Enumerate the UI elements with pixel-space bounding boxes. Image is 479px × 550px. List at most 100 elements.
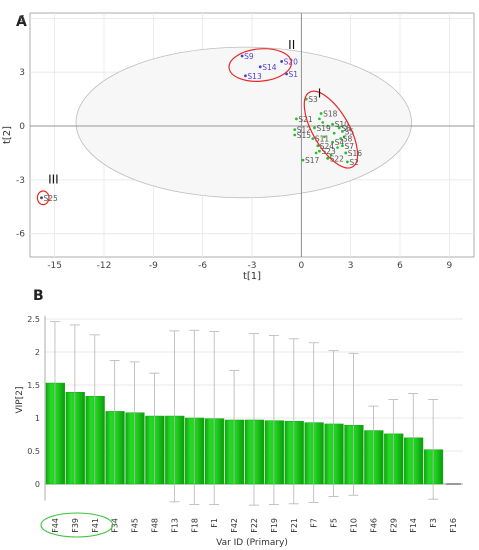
y-tick-label: 2.5 (27, 315, 40, 324)
x-tick-label: -15 (47, 261, 62, 271)
score-point (336, 146, 339, 149)
vip-bar (264, 420, 284, 485)
y-tick-label: 1.5 (27, 381, 40, 390)
y-tick-label: 0 (35, 480, 40, 489)
group-label: I (318, 86, 322, 100)
category-label: F48 (150, 518, 159, 533)
y-tick-label: 0 (19, 122, 25, 132)
panel-a-ticks: -15 -12 -9 -6 -3 0 3 6 9 -6 -3 0 3 6 (16, 14, 452, 271)
panel-b-label: B (33, 288, 44, 304)
y-tick-label: 1 (35, 414, 40, 423)
category-label: F19 (270, 518, 279, 533)
score-point (326, 124, 329, 128)
panel-b-ylabel: VIP[2] (15, 387, 25, 414)
score-point (331, 140, 334, 144)
score-point (337, 126, 341, 130)
panel-b: B 00.511.522.5 F44 F39 F41 F34 F45 F48 F13 F18 F… (15, 288, 463, 548)
x-tick-label: 6 (397, 261, 403, 271)
point-label: S12 (297, 126, 312, 135)
category-label: F18 (190, 518, 199, 533)
point-label: S21 (298, 115, 313, 124)
panel-a-label: A (16, 14, 27, 30)
score-point (339, 137, 343, 140)
group-ellipse (303, 90, 359, 169)
vip-bar (204, 418, 225, 485)
category-label: F22 (250, 518, 259, 533)
vip-bar (344, 425, 364, 485)
category-label: F46 (369, 518, 378, 533)
score-point (318, 117, 321, 121)
y-tick-label: 0.5 (27, 447, 40, 456)
point-label: S2 (349, 158, 359, 167)
category-label: F13 (170, 518, 179, 533)
point-label: S18 (323, 109, 338, 118)
category-label: F10 (350, 518, 359, 533)
score-point (313, 126, 316, 130)
score-point (345, 160, 349, 164)
score-point (341, 130, 344, 133)
x-tick-label: 3 (348, 261, 354, 271)
vip-bar (364, 430, 384, 485)
category-label: F34 (111, 518, 120, 533)
score-point (323, 135, 326, 139)
group-label: III (48, 172, 59, 186)
point-label: S16 (348, 149, 363, 158)
score-point (293, 133, 297, 137)
x-tick-label: -6 (198, 261, 207, 271)
point-label: S17 (305, 156, 320, 165)
y-tick-label: -6 (16, 230, 25, 240)
point-label: S11 (315, 135, 330, 144)
score-point (301, 158, 305, 162)
point-label: S9 (244, 52, 254, 61)
group-ellipse (36, 190, 50, 206)
category-label: F45 (131, 518, 140, 533)
score-point (316, 144, 320, 148)
score-point (258, 65, 262, 69)
point-label: S23 (321, 147, 336, 156)
x-tick-label: 9 (446, 261, 452, 271)
score-point (293, 128, 297, 132)
point-label: S15 (297, 131, 312, 140)
score-point (244, 74, 247, 78)
vip-bar (423, 449, 444, 485)
panel-b-xlabel: Var ID (Primary) (216, 538, 288, 548)
point-label: S1 (289, 70, 299, 79)
panel-a-ylabel: t[2] (2, 126, 13, 144)
score-point (319, 112, 323, 115)
point-label: S13 (247, 72, 262, 81)
y-tick-label: 2 (35, 348, 40, 357)
x-tick-label: -9 (149, 261, 158, 271)
category-label: F39 (71, 518, 80, 533)
score-point (311, 137, 315, 140)
category-label: F7 (310, 518, 319, 528)
y-tick-label: 6 (19, 14, 25, 24)
score-point (321, 121, 325, 124)
point-label: S6 (341, 124, 351, 133)
category-label: F44 (51, 518, 60, 533)
point-label: S4 (335, 138, 345, 147)
score-point (344, 151, 348, 155)
category-label: F3 (429, 518, 438, 528)
category-label: F1 (210, 518, 219, 528)
point-label: S8 (343, 135, 353, 144)
score-point (326, 156, 330, 160)
point-label: S10 (335, 120, 350, 129)
category-label: F5 (330, 518, 339, 528)
y-tick-label: -3 (16, 176, 25, 186)
category-label: F42 (230, 518, 239, 533)
vip-bar (284, 421, 304, 485)
category-label: F21 (290, 518, 299, 533)
panel-b-plot: F44 F39 F41 F34 F45 F48 F13 F18 F1 F42 F22 F19 F21 F7… (40, 321, 461, 538)
point-label: S14 (262, 63, 277, 72)
score-point (331, 122, 334, 126)
category-label: F29 (389, 518, 398, 533)
group-label: II (288, 38, 295, 52)
score-point (329, 153, 333, 157)
group-ellipse (228, 48, 292, 82)
score-point (295, 117, 298, 121)
score-point (314, 151, 318, 155)
score-point (342, 135, 346, 139)
score-point (40, 196, 43, 200)
